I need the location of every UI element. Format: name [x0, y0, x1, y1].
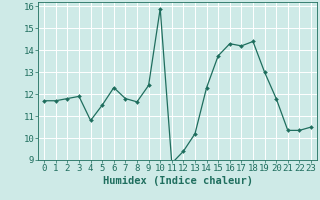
X-axis label: Humidex (Indice chaleur): Humidex (Indice chaleur): [103, 176, 252, 186]
